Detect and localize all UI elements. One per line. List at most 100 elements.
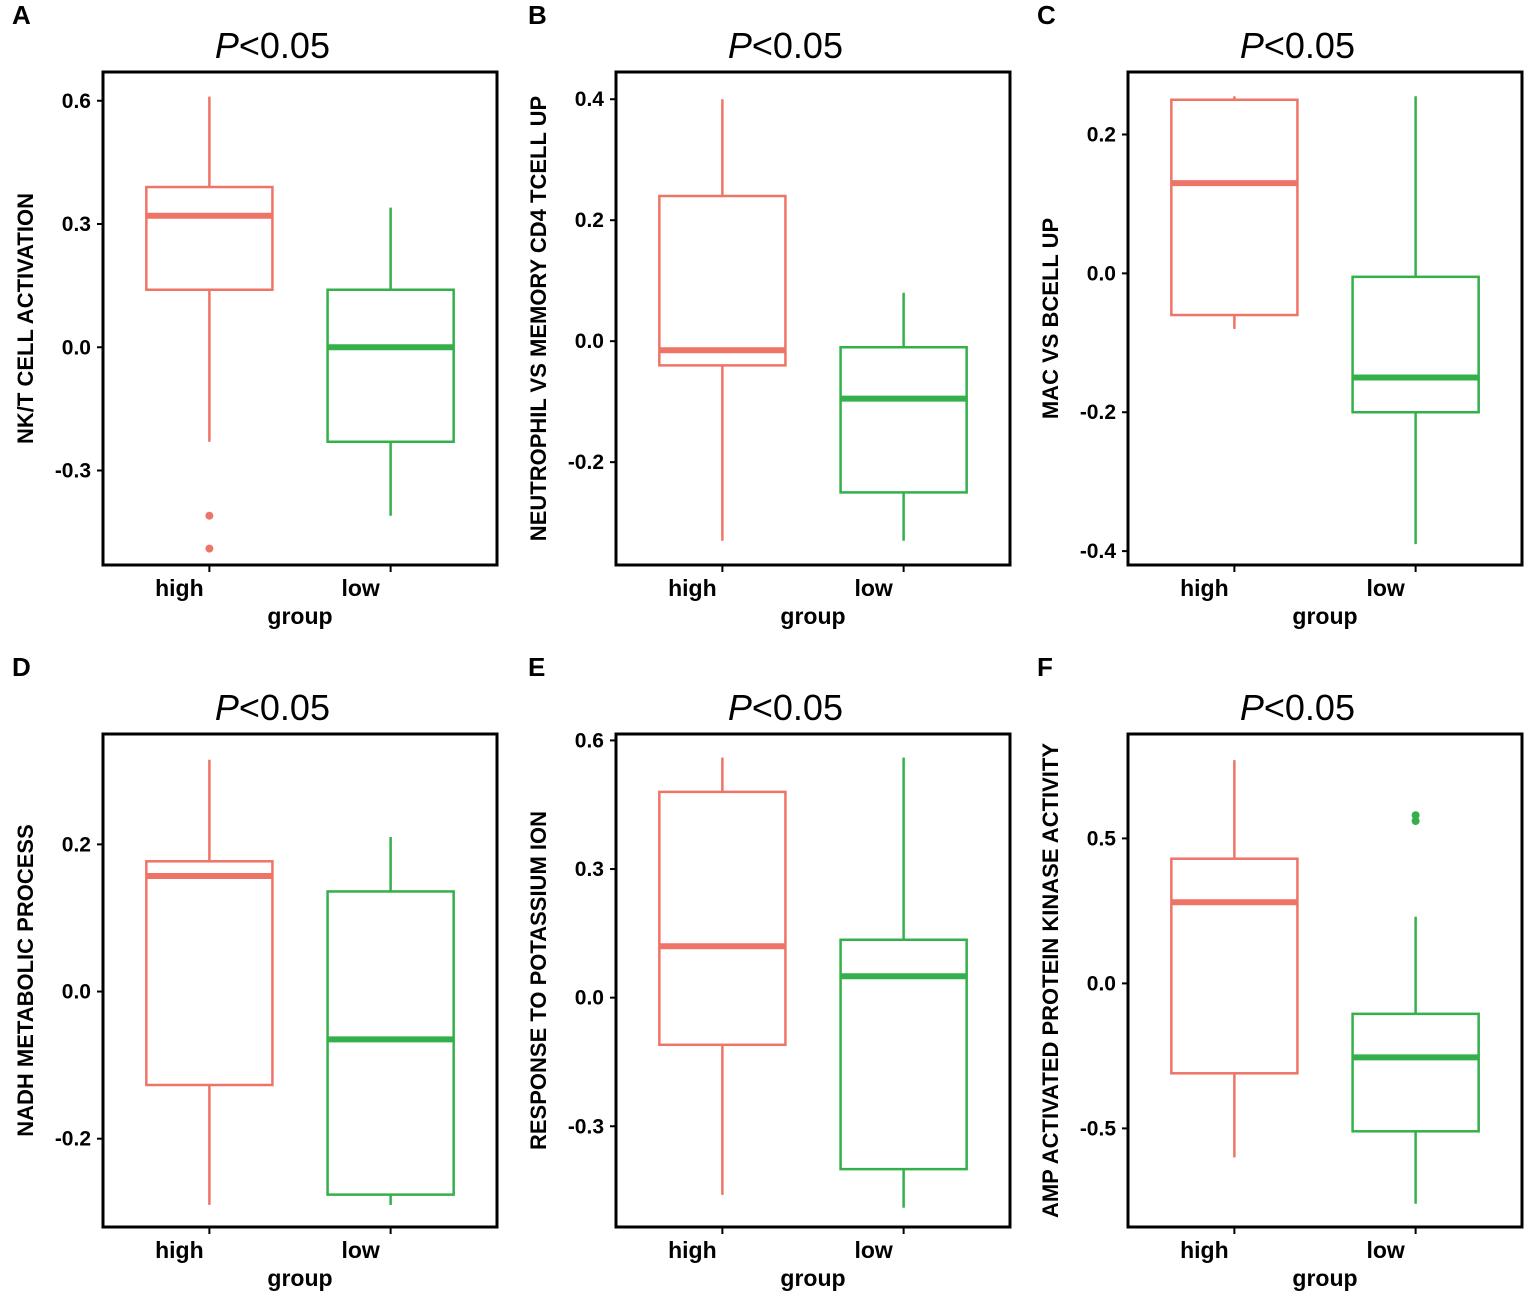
box-high	[658, 99, 787, 541]
y-tick-label: 0.0	[1087, 972, 1116, 995]
x-axis-title: group	[267, 1265, 332, 1291]
y-axis-title: NK/T CELL ACTIVATION	[13, 193, 38, 444]
iqr-box	[658, 790, 787, 1047]
title-threshold: <0.05	[752, 687, 843, 728]
plot-frame	[1126, 70, 1524, 567]
iqr-box	[1351, 275, 1480, 414]
box-low	[1351, 96, 1480, 545]
iqr-box	[326, 890, 455, 1196]
panel-letter: E	[528, 652, 545, 682]
y-axis-title: NADH METABOLIC PROCESS	[13, 824, 38, 1137]
y-tick-label: 0.3	[575, 858, 604, 881]
y-tick-label: 0.0	[62, 981, 91, 1004]
panel-a: A P<0.05 -0.3 0.0 0.3 0.6 high low group NK/T CEL…	[12, 0, 499, 629]
box-low	[326, 207, 455, 516]
box-high	[1170, 96, 1299, 329]
y-tick-label: -0.2	[55, 1128, 91, 1151]
title-p: P	[1240, 25, 1264, 66]
y-tick-label: -0.2	[568, 451, 604, 474]
title-threshold: <0.05	[1264, 25, 1355, 66]
panel-d: D P<0.05 -0.2 0.0 0.2 high low group NADH METABO…	[12, 652, 499, 1291]
y-tick-label: -0.2	[1080, 401, 1116, 424]
iqr-box	[145, 185, 274, 291]
x-axis-title: group	[780, 603, 845, 629]
x-tick-label-low: low	[854, 575, 892, 601]
x-tick-label-high: high	[1180, 575, 1229, 601]
y-tick-label: 0.2	[62, 833, 91, 856]
panel-letter: B	[528, 0, 547, 30]
chart-title: P<0.05	[1240, 687, 1355, 728]
outlier-point	[1411, 817, 1420, 825]
x-tick-label-low: low	[1366, 1237, 1404, 1263]
iqr-box	[839, 345, 968, 494]
y-tick-label: 0.6	[62, 90, 91, 113]
iqr-box	[145, 860, 274, 1087]
box-low	[326, 837, 455, 1205]
x-tick-label-low: low	[1366, 575, 1404, 601]
y-tick-label: 0.2	[575, 209, 604, 232]
x-tick-label-low: low	[341, 575, 379, 601]
x-tick-label-high: high	[668, 1237, 717, 1263]
box-high	[145, 96, 274, 553]
box-high	[658, 757, 787, 1195]
x-tick-label-high: high	[668, 575, 717, 601]
iqr-box	[1170, 857, 1299, 1075]
y-tick-label: 0.0	[1087, 262, 1116, 285]
x-tick-label-high: high	[155, 1237, 204, 1263]
outlier-point	[205, 544, 214, 553]
chart-title: P<0.05	[1240, 25, 1355, 66]
box-low	[839, 757, 968, 1208]
box-low	[1351, 811, 1480, 1204]
outlier-point	[1411, 811, 1420, 820]
y-axis-title: MAC VS BCELL UP	[1038, 218, 1063, 419]
panel-b: B P<0.05 -0.2 0.0 0.2 0.4 high low group NEUTROPH…	[526, 0, 1012, 629]
iqr-box	[839, 938, 968, 1171]
panel-letter: A	[12, 0, 31, 30]
x-axis-title: group	[267, 603, 332, 629]
title-p: P	[728, 687, 752, 728]
panel-letter: D	[12, 652, 31, 682]
y-tick-label: 0.2	[1087, 123, 1116, 146]
panel-e: E P<0.05 -0.3 0.0 0.3 0.6 high low group RESPONSE…	[526, 652, 1012, 1291]
panel-letter: C	[1037, 0, 1056, 30]
plot-frame	[101, 732, 499, 1229]
box-low	[839, 292, 968, 541]
y-tick-label: 0.0	[62, 336, 91, 359]
chart-title: P<0.05	[728, 25, 843, 66]
y-axis-title: AMP ACTIVATED PROTEIN KINASE ACTIVITY	[1038, 743, 1063, 1218]
title-p: P	[1240, 687, 1264, 728]
y-tick-label: -0.3	[568, 1115, 604, 1138]
x-axis-title: group	[1292, 1265, 1357, 1291]
y-tick-label: -0.5	[1080, 1117, 1117, 1140]
y-tick-label: 0.4	[575, 88, 605, 111]
iqr-box	[1170, 98, 1299, 317]
title-p: P	[728, 25, 752, 66]
iqr-box	[326, 288, 455, 443]
chart-title: P<0.05	[215, 25, 330, 66]
y-tick-label: -0.4	[1080, 540, 1117, 563]
plot-frame	[614, 732, 1012, 1229]
title-threshold: <0.05	[239, 687, 330, 728]
box-high	[1170, 760, 1299, 1158]
plot-frame	[101, 70, 499, 567]
iqr-box	[1351, 1012, 1480, 1133]
panel-c: C P<0.05 -0.4 -0.2 0.0 0.2 high low group MAC VS …	[1037, 0, 1524, 629]
y-tick-label: 0.3	[62, 213, 91, 236]
plot-frame	[614, 70, 1012, 567]
chart-title: P<0.05	[728, 687, 843, 728]
iqr-box	[658, 194, 787, 367]
y-tick-label: 0.0	[575, 987, 604, 1010]
x-axis-title: group	[1292, 603, 1357, 629]
title-threshold: <0.05	[1264, 687, 1355, 728]
x-tick-label-low: low	[341, 1237, 379, 1263]
y-axis-title: NEUTROPHIL VS MEMORY CD4 TCELL UP	[526, 96, 551, 541]
title-threshold: <0.05	[752, 25, 843, 66]
outlier-point	[205, 511, 214, 520]
x-tick-label-high: high	[1180, 1237, 1229, 1263]
y-tick-label: 0.0	[575, 330, 604, 353]
x-axis-title: group	[780, 1265, 845, 1291]
y-tick-label: 0.5	[1087, 827, 1117, 850]
box-high	[145, 759, 274, 1205]
x-tick-label-low: low	[854, 1237, 892, 1263]
